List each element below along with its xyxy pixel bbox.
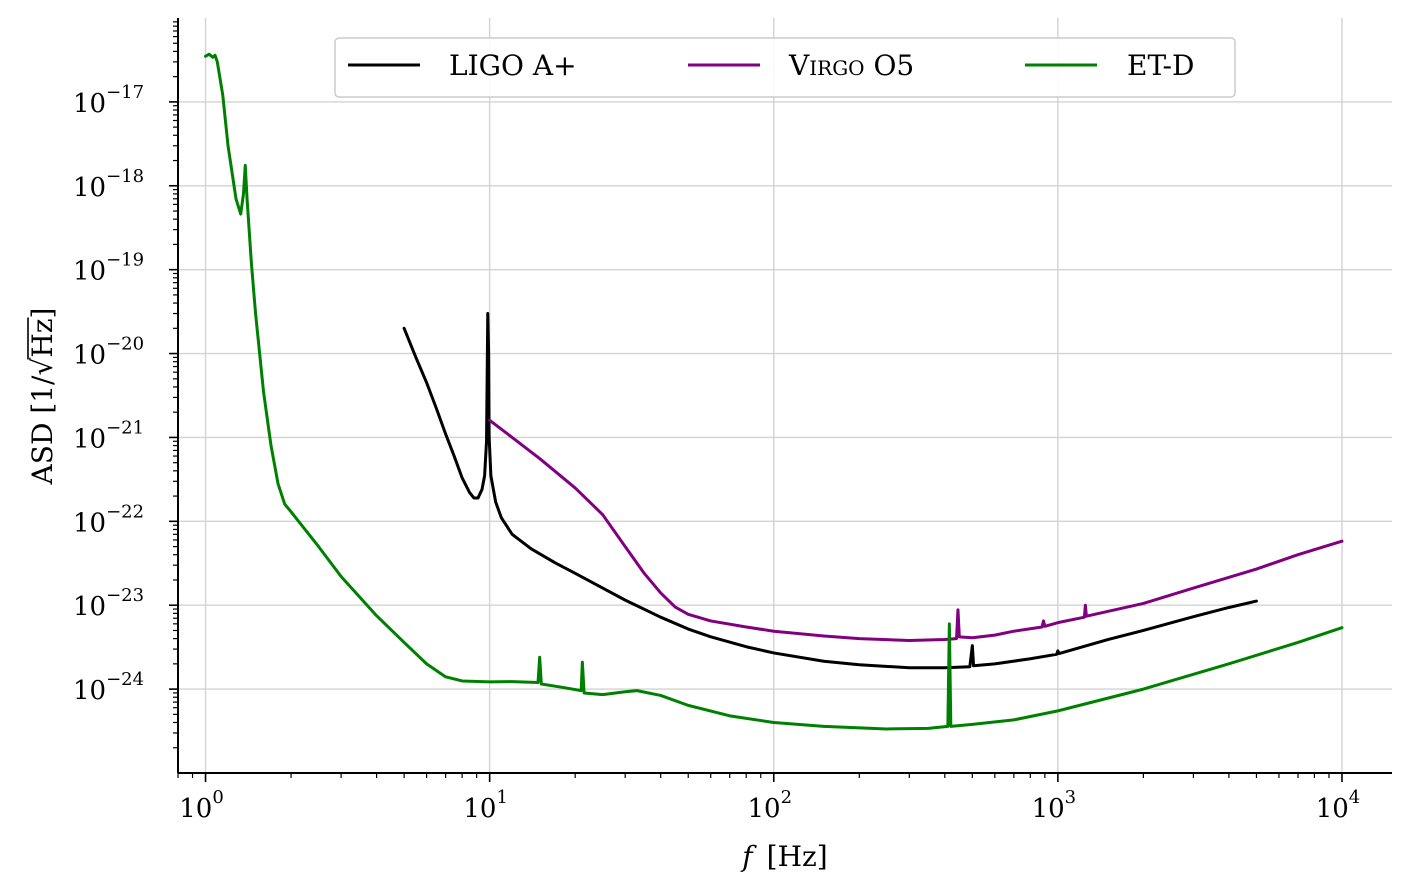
x-tick-base: 10 — [1032, 794, 1065, 824]
sqrt-symbol: √ — [26, 358, 59, 376]
y-tick-base: 10 — [73, 676, 106, 706]
legend-box — [334, 37, 1236, 98]
x-tick-base: 10 — [747, 794, 780, 824]
y-tick-exp: −18 — [106, 166, 144, 187]
legend-label-etd: ET-D — [1127, 49, 1194, 82]
y-tick-exp: −20 — [106, 334, 144, 355]
x-axis-title: f [Hz] — [740, 840, 827, 873]
grid — [178, 18, 1392, 773]
y-axis-title: ASD [1/√Hz] — [26, 308, 59, 486]
legend-label-virgo: VIRGO O5 — [788, 49, 914, 82]
y-axis-title-radicand: Hz — [26, 318, 59, 357]
y-axis-title-suffix: ] — [26, 308, 59, 319]
x-tick-exp: 0 — [212, 787, 223, 808]
legend-label-virgo-main: V — [788, 49, 810, 82]
ticks: 100 101 102 103 10410−1710−1810−1910−2010−21… — [73, 21, 1361, 824]
x-tick-base: 10 — [463, 794, 496, 824]
x-tick-exp: 2 — [781, 787, 792, 808]
y-tick-base: 10 — [73, 508, 106, 538]
y-tick-label: 10−18 — [73, 166, 144, 203]
x-tick-exp: 3 — [1065, 787, 1076, 808]
y-tick-exp: −19 — [106, 250, 144, 271]
series-line-virgo-o5 — [488, 418, 1344, 642]
y-tick-base: 10 — [73, 592, 106, 622]
y-tick-base: 10 — [73, 257, 106, 287]
y-tick-base: 10 — [73, 424, 106, 454]
y-tick-label: 10−22 — [73, 501, 144, 538]
y-tick-label: 10−20 — [73, 334, 144, 371]
legend-label-ligo: LIGO A+ — [449, 49, 577, 82]
x-axis-var: f — [740, 840, 757, 873]
series-lines — [204, 52, 1344, 731]
series-line-ligo-a-plus — [402, 312, 1258, 670]
y-tick-exp: −22 — [106, 501, 144, 522]
y-tick-base: 10 — [73, 173, 106, 203]
y-tick-base: 10 — [73, 341, 106, 371]
y-tick-label: 10−17 — [73, 82, 144, 119]
y-tick-exp: −24 — [106, 669, 144, 690]
legend-label-virgo-small: IRGO — [809, 56, 864, 80]
x-tick-label: 101 — [463, 787, 508, 824]
series-line-et-d — [204, 52, 1344, 731]
x-tick-exp: 1 — [496, 787, 507, 808]
x-tick-label: 100 — [179, 787, 224, 824]
legend-label-virgo-tail: O5 — [865, 49, 915, 82]
y-tick-exp: −17 — [106, 82, 144, 103]
x-tick-label: 102 — [747, 787, 792, 824]
x-tick-base: 10 — [179, 794, 212, 824]
x-axis-unit: [Hz] — [767, 840, 828, 873]
y-tick-label: 10−23 — [73, 585, 144, 622]
svg-text:ASD [1/√Hz]: ASD [1/√Hz] — [26, 308, 59, 486]
x-tick-base: 10 — [1316, 794, 1349, 824]
y-tick-exp: −23 — [106, 585, 144, 606]
axes — [177, 18, 1392, 774]
y-tick-label: 10−21 — [73, 417, 144, 454]
x-tick-exp: 4 — [1349, 787, 1360, 808]
y-axis-title-prefix: ASD [1/ — [26, 375, 59, 485]
x-tick-label: 104 — [1316, 787, 1361, 824]
x-tick-label: 103 — [1032, 787, 1077, 824]
y-tick-base: 10 — [73, 89, 106, 119]
y-tick-label: 10−24 — [73, 669, 144, 706]
y-tick-label: 10−19 — [73, 250, 144, 287]
legend: LIGO A+ VIRGO O5 ET-D — [334, 37, 1236, 98]
y-tick-exp: −21 — [106, 417, 144, 438]
